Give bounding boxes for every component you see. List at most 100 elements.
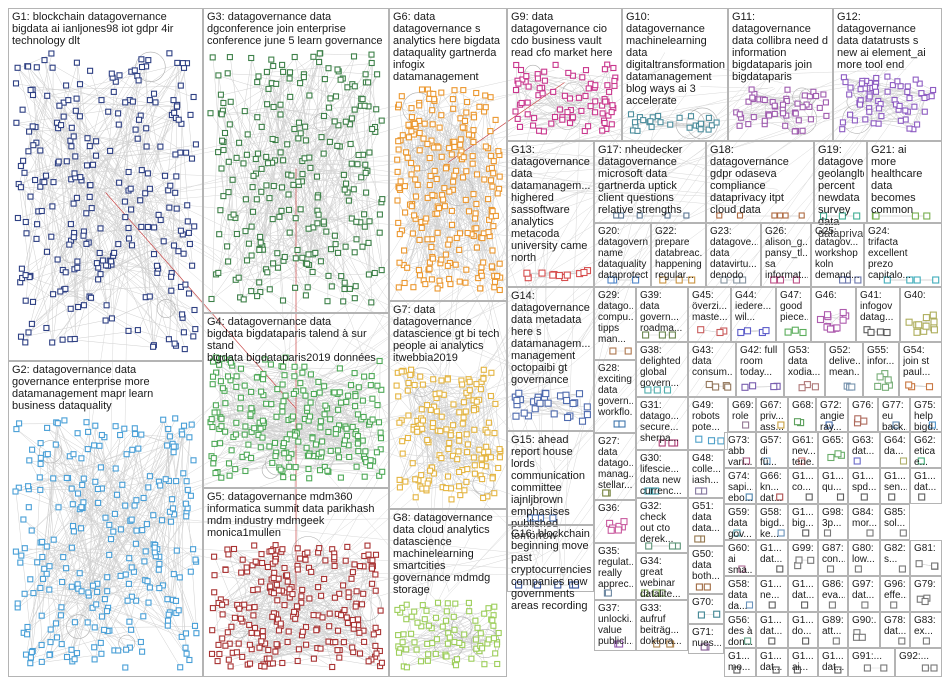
edge	[96, 155, 182, 232]
edge	[269, 584, 373, 660]
self-loop	[349, 589, 382, 622]
edge	[245, 58, 252, 232]
edge	[40, 456, 71, 479]
edge	[132, 561, 197, 598]
edge	[46, 454, 172, 523]
edge	[27, 478, 69, 628]
edge	[50, 508, 174, 655]
edge	[90, 100, 103, 147]
edge	[19, 448, 139, 489]
edge	[290, 97, 306, 128]
edge	[98, 489, 161, 565]
edge	[70, 124, 120, 142]
edge	[283, 72, 291, 98]
edge	[57, 259, 67, 290]
edge	[274, 107, 325, 117]
edge	[304, 367, 373, 400]
edge	[319, 62, 336, 122]
edge	[323, 121, 336, 155]
edge	[324, 579, 377, 629]
edge	[254, 566, 365, 608]
edge	[20, 226, 195, 283]
edge	[300, 83, 322, 262]
edge	[126, 454, 198, 634]
edge	[81, 458, 109, 632]
edge	[229, 367, 284, 465]
edge	[135, 428, 161, 589]
edge	[224, 391, 288, 440]
edge	[32, 467, 102, 532]
edge	[215, 404, 272, 414]
edge	[290, 97, 350, 202]
edge	[63, 60, 149, 271]
edge	[230, 217, 279, 269]
edge	[272, 124, 351, 220]
edge	[305, 69, 339, 128]
edge	[278, 572, 354, 621]
edge	[75, 263, 98, 340]
edge	[17, 53, 53, 69]
edge	[219, 234, 268, 274]
edge	[94, 435, 143, 660]
edge	[138, 330, 170, 340]
edge	[332, 122, 347, 287]
edge	[294, 129, 330, 277]
edge	[57, 123, 91, 198]
edge	[228, 632, 253, 634]
edge	[56, 422, 130, 559]
edge	[218, 567, 269, 604]
edge	[29, 277, 92, 299]
edge	[102, 435, 111, 526]
edge	[157, 251, 179, 267]
edge	[86, 118, 177, 245]
edge	[63, 270, 196, 311]
edge	[294, 57, 347, 123]
edge	[172, 499, 178, 614]
edge	[362, 99, 373, 303]
edge	[435, 214, 442, 286]
edge	[47, 546, 103, 655]
edge	[259, 249, 346, 290]
self-loop	[338, 142, 357, 160]
edge	[360, 566, 379, 633]
edge	[320, 53, 372, 56]
edge	[304, 74, 370, 244]
edge	[190, 244, 193, 267]
edge	[23, 519, 169, 627]
edge	[56, 444, 174, 601]
edge	[218, 75, 230, 163]
edge	[252, 392, 335, 413]
edge	[56, 549, 194, 625]
edge	[107, 577, 187, 635]
edge	[159, 426, 185, 565]
edge	[257, 82, 302, 135]
edge	[57, 59, 143, 124]
edge	[75, 99, 78, 340]
edge	[258, 153, 382, 204]
edge	[16, 546, 48, 553]
edge	[26, 557, 44, 656]
edge	[44, 478, 54, 570]
edge	[216, 358, 223, 420]
edge	[33, 545, 156, 652]
edge	[47, 435, 121, 548]
edge	[17, 68, 34, 91]
edge	[22, 278, 72, 310]
edge	[112, 73, 177, 119]
edge	[276, 559, 373, 570]
edge	[214, 373, 304, 445]
edge	[44, 60, 142, 117]
edge	[21, 187, 92, 299]
edge	[415, 124, 462, 141]
edge	[57, 217, 126, 261]
edge	[218, 152, 307, 297]
edge	[247, 260, 274, 265]
edge	[126, 500, 138, 576]
edge	[60, 205, 188, 293]
edge	[24, 138, 139, 174]
edge	[137, 76, 195, 98]
edge	[272, 79, 326, 140]
edge	[319, 548, 381, 652]
edge	[15, 431, 183, 493]
